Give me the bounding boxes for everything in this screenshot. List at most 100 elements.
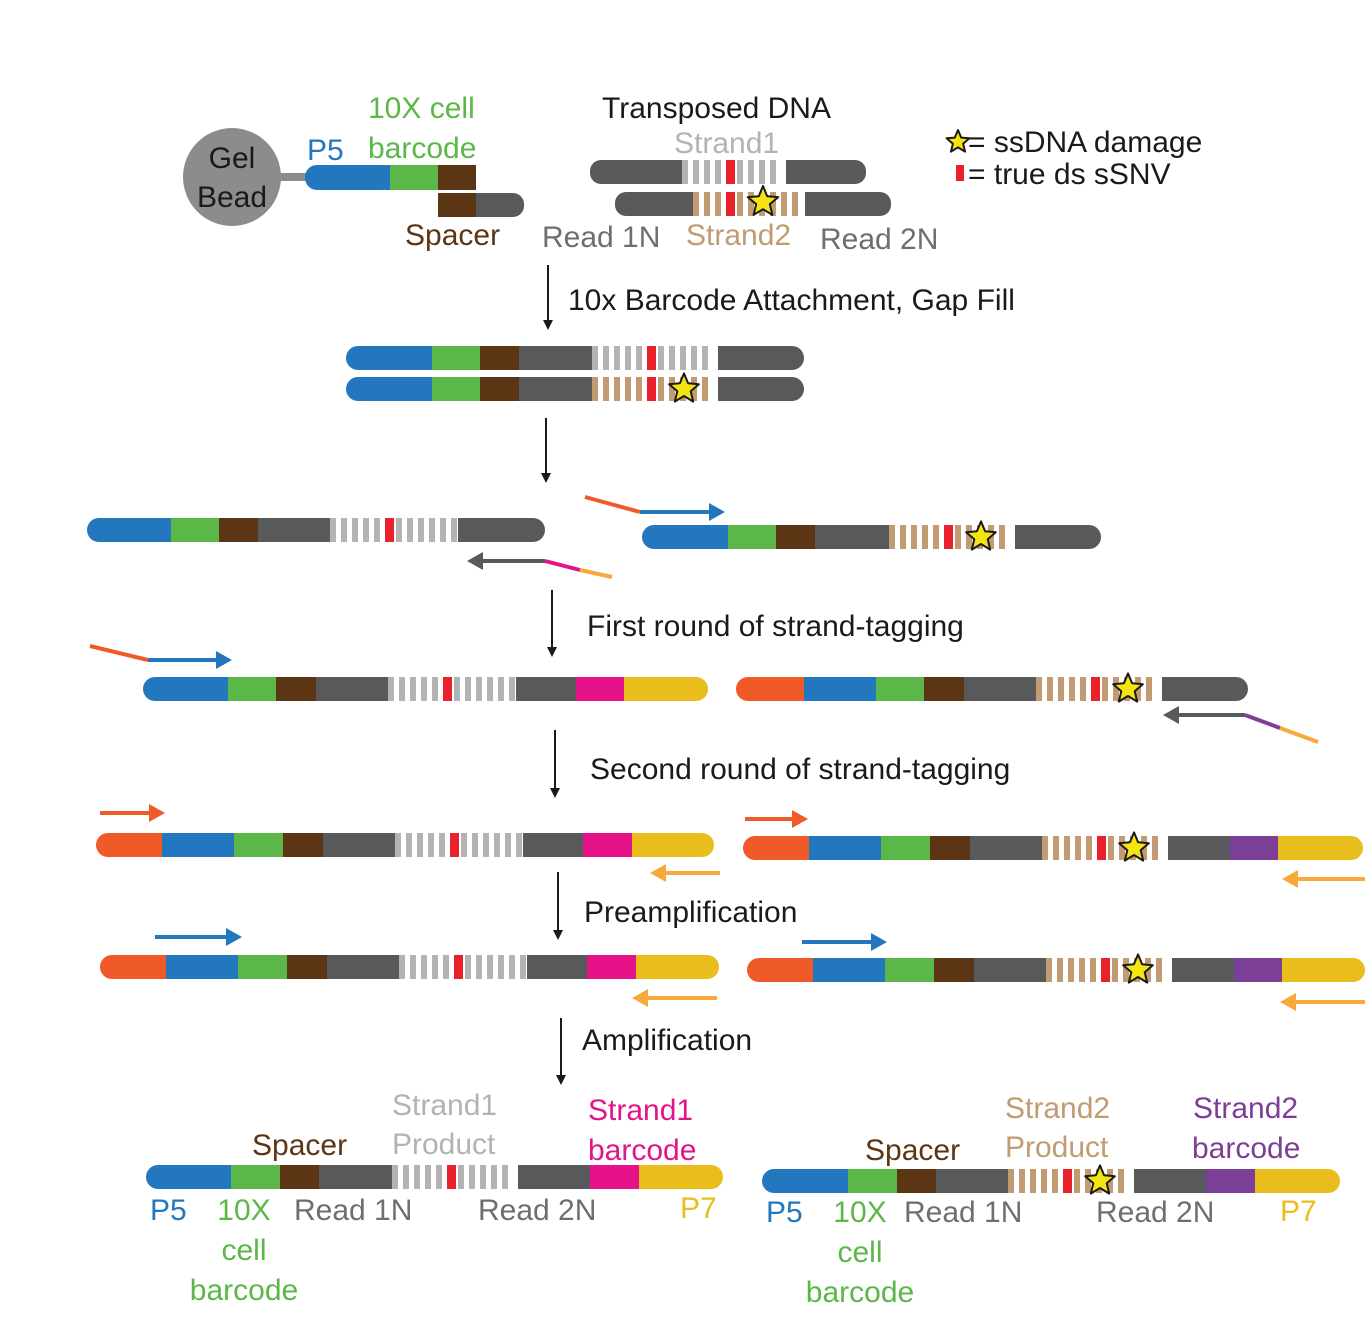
spacer-segment <box>480 377 519 401</box>
insert-stripe <box>410 677 416 701</box>
insert-stripe <box>451 518 457 542</box>
spacer-segment <box>897 1169 936 1193</box>
bl-strand1-product-line2: Product <box>392 1128 496 1161</box>
insert-stripe <box>1080 677 1086 701</box>
cell-barcode-segment <box>234 833 283 857</box>
br-p7-label: P7 <box>1280 1195 1317 1228</box>
insert-stripe <box>374 518 380 542</box>
br-p5-label: P5 <box>766 1196 803 1229</box>
insert-stripe <box>1042 836 1048 860</box>
star-icon <box>1118 831 1150 862</box>
read-segment <box>815 525 889 549</box>
separated-strand1 <box>87 518 545 542</box>
insert-stripe <box>770 192 776 216</box>
spacer-complement-segment <box>438 193 476 217</box>
insert-stripe <box>425 1165 431 1189</box>
insert-stripe <box>483 833 489 857</box>
read-segment <box>258 518 330 542</box>
insert-stripe <box>406 833 412 857</box>
cell-barcode-segment <box>390 165 438 190</box>
insert-stripe <box>911 525 917 549</box>
insert-stripe <box>1123 958 1129 982</box>
double-tagged-strand1 <box>96 833 714 857</box>
gel-bead-group: Gel Bead <box>183 128 320 226</box>
insert-stripe <box>1113 677 1119 701</box>
cell-barcode-segment <box>238 955 287 979</box>
insert-stripe <box>1085 1169 1091 1193</box>
cell-barcode-segment <box>231 1165 280 1189</box>
strand2-barcode-segment <box>1230 836 1278 860</box>
insert-stripe <box>363 518 369 542</box>
snv-mark <box>647 377 656 401</box>
p7-segment-fill <box>639 1165 711 1189</box>
insert-stripe <box>955 525 961 549</box>
red-mark-icon <box>956 165 964 181</box>
primer-head <box>149 804 165 822</box>
insert-stripe <box>759 160 765 184</box>
insert-stripe <box>1090 958 1096 982</box>
bead-oligo: P5 10X cell barcode Spacer <box>305 92 524 252</box>
snv-mark <box>726 160 735 184</box>
insert-stripe <box>1047 677 1053 701</box>
tagged-strand1 <box>143 677 708 701</box>
bl-read1n-label: Read 1N <box>294 1194 412 1227</box>
insert-stripe <box>498 677 504 701</box>
cell-barcode-segment <box>228 677 276 701</box>
insert-stripe <box>1052 1169 1058 1193</box>
bl-cell-line3: barcode <box>190 1274 298 1307</box>
insert-stripe <box>693 192 699 216</box>
insert-stripe <box>1069 677 1075 701</box>
strand2-stripes <box>693 192 798 216</box>
star-icon <box>965 520 997 551</box>
p5-segment <box>813 958 885 982</box>
insert-stripe <box>592 377 598 401</box>
insert-stripe <box>737 160 743 184</box>
final-strand2-product <box>762 1164 1340 1195</box>
read-segment <box>1172 958 1234 982</box>
bl-spacer-label: Spacer <box>252 1129 347 1162</box>
star-icon <box>1122 953 1154 984</box>
step1-label: 10x Barcode Attachment, Gap Fill <box>568 284 1015 317</box>
read-segment <box>519 377 592 401</box>
snv-mark <box>1063 1169 1072 1193</box>
p7-segment-fill <box>624 677 696 701</box>
snv-mark <box>726 192 735 216</box>
strand1-barcode-segment <box>583 833 632 857</box>
spacer-segment <box>934 958 974 982</box>
bl-strand1-barcode-line1: Strand1 <box>588 1094 693 1127</box>
read-segment <box>519 346 592 370</box>
transposed-dna: Transposed DNA Strand1 Read 1N Strand2 R… <box>542 92 938 256</box>
read-segment <box>974 958 1046 982</box>
bl-strand1-product-line1: Strand1 <box>392 1089 497 1122</box>
insert-stripe <box>1008 1169 1014 1193</box>
read2n-complement-segment <box>805 192 891 216</box>
insert-stripe <box>781 192 787 216</box>
p7-primer-arrow <box>650 864 720 882</box>
insert-stripe <box>498 955 504 979</box>
insert-stripe <box>1036 677 1042 701</box>
cell-barcode-segment <box>848 1169 897 1193</box>
insert-stripe <box>403 1165 409 1189</box>
insert-stripe <box>399 955 405 979</box>
spacer-segment <box>283 833 323 857</box>
insert-stripe <box>1102 677 1108 701</box>
primer-head <box>1282 870 1298 888</box>
insert-stripe <box>658 346 664 370</box>
insert-stripe <box>436 1165 442 1189</box>
insert-stripe <box>1079 958 1085 982</box>
orange-adapter-segment-fill <box>112 955 166 979</box>
p5-segment-fill <box>158 1165 231 1189</box>
br-strand2-barcode-line1: Strand2 <box>1193 1092 1298 1125</box>
p7-primer-arrow <box>632 989 717 1007</box>
insert-stripe <box>1152 836 1158 860</box>
strand1-insert <box>592 346 708 370</box>
bl-read2n-label: Read 2N <box>478 1194 596 1227</box>
snv-mark <box>944 525 953 549</box>
primer-head <box>792 810 808 828</box>
gel-bead-label-line1: Gel <box>209 142 256 175</box>
br-strand2-product-line1: Strand2 <box>1005 1092 1110 1125</box>
step6-label: Amplification <box>582 1024 752 1057</box>
insert-stripe <box>396 518 402 542</box>
p5-primer-arrow <box>640 503 725 521</box>
primer-head <box>632 989 648 1007</box>
